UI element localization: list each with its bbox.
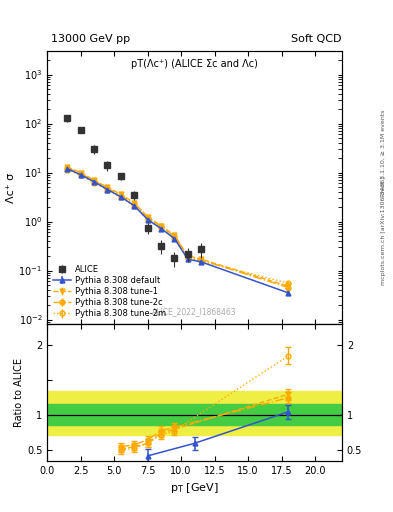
Text: pT(Λc⁺) (ALICE Σc and Λc): pT(Λc⁺) (ALICE Σc and Λc) <box>131 59 258 70</box>
Text: Soft QCD: Soft QCD <box>292 33 342 44</box>
Text: ALICE_2022_I1868463: ALICE_2022_I1868463 <box>152 307 237 316</box>
Y-axis label: Ratio to ALICE: Ratio to ALICE <box>14 358 24 427</box>
Text: mcplots.cern.ch [arXiv:1306.3436]: mcplots.cern.ch [arXiv:1306.3436] <box>381 176 386 285</box>
Y-axis label: Λc⁺ σ: Λc⁺ σ <box>6 173 16 203</box>
Bar <box>47 404 342 425</box>
X-axis label: p$_{\rm T}$ [GeV]: p$_{\rm T}$ [GeV] <box>170 481 219 495</box>
Text: Rivet 3.1.10, ≥ 3.1M events: Rivet 3.1.10, ≥ 3.1M events <box>381 110 386 197</box>
Text: 13000 GeV pp: 13000 GeV pp <box>51 33 130 44</box>
Legend: ALICE, Pythia 8.308 default, Pythia 8.308 tune-1, Pythia 8.308 tune-2c, Pythia 8: ALICE, Pythia 8.308 default, Pythia 8.30… <box>51 264 167 320</box>
Bar <box>47 391 342 435</box>
